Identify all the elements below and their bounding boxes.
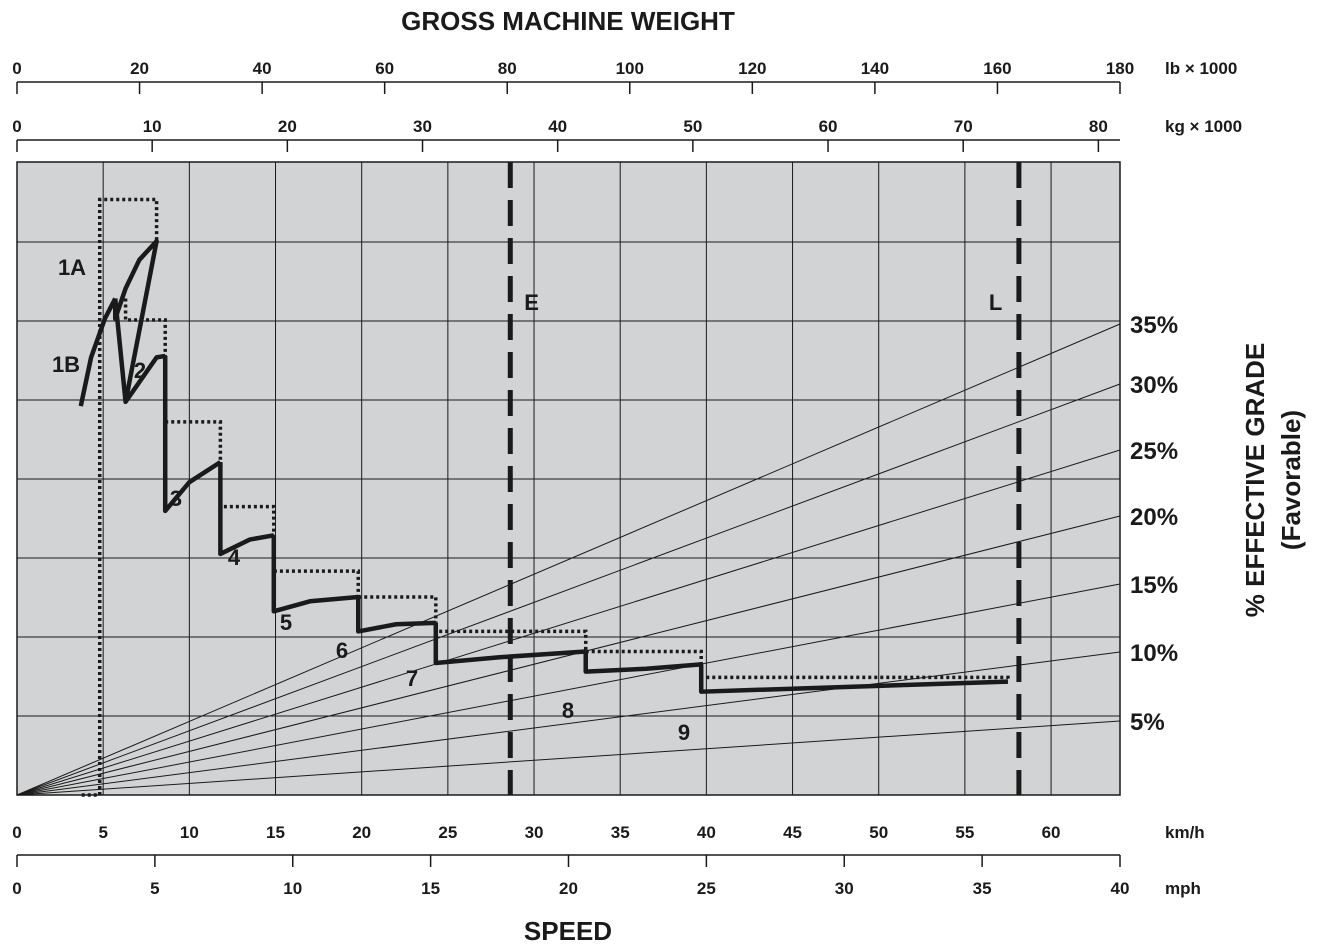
weight-tick-label: 0 <box>12 59 21 78</box>
kmh-tick-label: 50 <box>869 823 888 842</box>
weight-marker-label: L <box>989 290 1002 315</box>
gear-label: 8 <box>562 698 574 723</box>
grade-line-15 <box>16 583 1121 796</box>
gear-label: 1A <box>58 255 86 280</box>
mph-tick-label: 0 <box>12 879 21 898</box>
grade-label: 35% <box>1130 312 1178 339</box>
gear-label: 6 <box>336 638 348 663</box>
gear-9-curve <box>698 664 1009 694</box>
weight-tick-label: 120 <box>738 59 766 78</box>
x-axis-title: SPEED <box>524 916 612 946</box>
gear-7-max-outline <box>434 622 588 652</box>
mph-tick-label: 30 <box>835 879 854 898</box>
weight-tick-label: 180 <box>1106 59 1134 78</box>
gear-6-curve <box>355 596 436 634</box>
gear-3-curve <box>162 355 222 514</box>
gear-6-max-outline <box>358 595 438 623</box>
mph-tick-label: 15 <box>421 879 440 898</box>
gear-label: 4 <box>228 545 241 570</box>
weight-tick-label: 70 <box>954 117 973 136</box>
weight-tick-label: 0 <box>12 117 21 136</box>
weight-tick-label: 40 <box>548 117 567 136</box>
weight-marker-label: E <box>524 290 539 315</box>
weight-tick-label: 140 <box>861 59 889 78</box>
weight-tick-label: 10 <box>143 117 162 136</box>
y-axis-subtitle: (Favorable) <box>1276 410 1306 550</box>
gear-label: 2 <box>134 358 146 383</box>
weight-tick-label: 80 <box>1089 117 1108 136</box>
gear-label: 7 <box>406 666 418 691</box>
kmh-axis-unit: km/h <box>1165 823 1205 842</box>
mph-tick-label: 5 <box>150 879 159 898</box>
gear-2-max-outline <box>123 298 167 356</box>
gear-label: 9 <box>678 720 690 745</box>
kmh-tick-label: 5 <box>98 823 107 842</box>
gear-label: 5 <box>280 610 292 635</box>
weight-axis-unit: lb × 1000 <box>1165 59 1237 78</box>
grade-label: 5% <box>1130 709 1165 736</box>
weight-axis-unit: kg × 1000 <box>1165 117 1242 136</box>
weight-tick-label: 40 <box>253 59 272 78</box>
gear-8-max-outline <box>585 649 703 665</box>
grade-line-30 <box>16 383 1121 796</box>
grade-line-20 <box>16 515 1121 796</box>
mph-tick-label: 35 <box>973 879 992 898</box>
weight-tick-label: 160 <box>983 59 1011 78</box>
grade-label: 20% <box>1130 504 1178 531</box>
mph-axis-unit: mph <box>1165 879 1201 898</box>
y-axis-title: % EFFECTIVE GRADE <box>1240 343 1270 617</box>
grade-line-5 <box>16 720 1121 796</box>
weight-tick-label: 60 <box>819 117 838 136</box>
gear-1B-curve <box>78 297 118 407</box>
kmh-tick-label: 25 <box>438 823 457 842</box>
kmh-tick-label: 15 <box>266 823 285 842</box>
weight-tick-label: 80 <box>498 59 517 78</box>
grade-line-25 <box>16 449 1121 796</box>
kmh-tick-label: 40 <box>697 823 716 842</box>
gear-2-curve <box>112 298 166 405</box>
grade-line-35 <box>16 323 1121 796</box>
mph-tick-label: 40 <box>1111 879 1130 898</box>
grade-label: 25% <box>1130 438 1178 465</box>
kmh-tick-label: 55 <box>955 823 974 842</box>
mph-tick-label: 25 <box>697 879 716 898</box>
mph-tick-label: 10 <box>283 879 302 898</box>
kmh-tick-label: 0 <box>12 823 21 842</box>
grade-label: 30% <box>1130 372 1178 399</box>
kmh-tick-label: 20 <box>352 823 371 842</box>
chart-title: GROSS MACHINE WEIGHT <box>401 6 735 36</box>
weight-tick-label: 20 <box>130 59 149 78</box>
gear-7-curve <box>433 622 586 666</box>
kmh-tick-label: 60 <box>1042 823 1061 842</box>
weight-tick-label: 50 <box>683 117 702 136</box>
gear-5-curve <box>271 535 359 614</box>
mph-tick-label: 20 <box>559 879 578 898</box>
grade-label: 15% <box>1130 572 1178 599</box>
kmh-tick-label: 10 <box>180 823 199 842</box>
gear-label: 3 <box>170 486 182 511</box>
gear-1A-max-outline <box>81 197 159 797</box>
grade-label: 10% <box>1130 640 1178 667</box>
gear-label: 1B <box>52 352 80 377</box>
gear-8-curve <box>583 651 702 674</box>
kmh-tick-label: 35 <box>611 823 630 842</box>
gear-4-curve <box>218 462 275 557</box>
weight-tick-label: 60 <box>375 59 394 78</box>
kmh-tick-label: 30 <box>525 823 544 842</box>
gear-5-max-outline <box>272 535 360 597</box>
weight-tick-label: 30 <box>413 117 432 136</box>
kmh-tick-label: 45 <box>783 823 802 842</box>
weight-tick-label: 20 <box>278 117 297 136</box>
weight-tick-label: 100 <box>616 59 644 78</box>
